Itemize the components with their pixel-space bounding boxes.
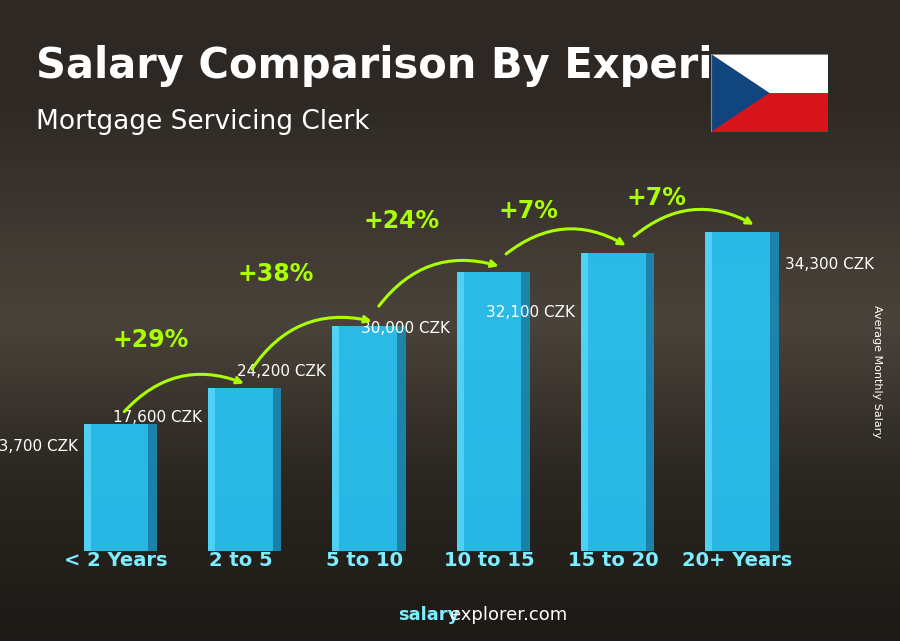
- Bar: [645, 253, 654, 551]
- Polygon shape: [711, 54, 770, 132]
- Text: 15 to 20: 15 to 20: [568, 551, 659, 570]
- Bar: [84, 424, 91, 551]
- Text: 10 to 15: 10 to 15: [444, 551, 535, 570]
- Bar: [148, 424, 157, 551]
- Text: 2 to 5: 2 to 5: [209, 551, 272, 570]
- Text: +7%: +7%: [626, 186, 687, 210]
- Bar: [84, 424, 148, 551]
- Text: 13,700 CZK: 13,700 CZK: [0, 439, 77, 454]
- Text: 5 to 10: 5 to 10: [326, 551, 403, 570]
- Bar: [397, 326, 406, 551]
- Text: +7%: +7%: [499, 199, 559, 223]
- Bar: [273, 388, 282, 551]
- Bar: [521, 272, 530, 551]
- Text: < 2 Years: < 2 Years: [65, 551, 168, 570]
- Bar: [711, 54, 828, 93]
- Text: +38%: +38%: [237, 262, 313, 286]
- Text: explorer.com: explorer.com: [450, 606, 567, 624]
- Text: 32,100 CZK: 32,100 CZK: [486, 305, 575, 320]
- Text: 34,300 CZK: 34,300 CZK: [785, 257, 874, 272]
- Bar: [332, 326, 339, 551]
- Bar: [581, 253, 645, 551]
- Text: +24%: +24%: [364, 210, 440, 233]
- Bar: [456, 272, 464, 551]
- Bar: [770, 233, 778, 551]
- Text: 24,200 CZK: 24,200 CZK: [238, 364, 326, 379]
- Text: 17,600 CZK: 17,600 CZK: [112, 410, 202, 424]
- Text: Mortgage Servicing Clerk: Mortgage Servicing Clerk: [36, 108, 370, 135]
- Bar: [706, 233, 770, 551]
- Text: Average Monthly Salary: Average Monthly Salary: [872, 305, 883, 438]
- Bar: [711, 93, 828, 132]
- Text: salary: salary: [399, 606, 460, 624]
- Text: Salary Comparison By Experience: Salary Comparison By Experience: [36, 46, 824, 87]
- Text: 30,000 CZK: 30,000 CZK: [362, 320, 451, 336]
- Text: +29%: +29%: [112, 328, 189, 352]
- Bar: [706, 233, 712, 551]
- Bar: [581, 253, 588, 551]
- Bar: [456, 272, 521, 551]
- Bar: [208, 388, 215, 551]
- Text: 20+ Years: 20+ Years: [682, 551, 793, 570]
- Bar: [332, 326, 397, 551]
- Bar: [208, 388, 273, 551]
